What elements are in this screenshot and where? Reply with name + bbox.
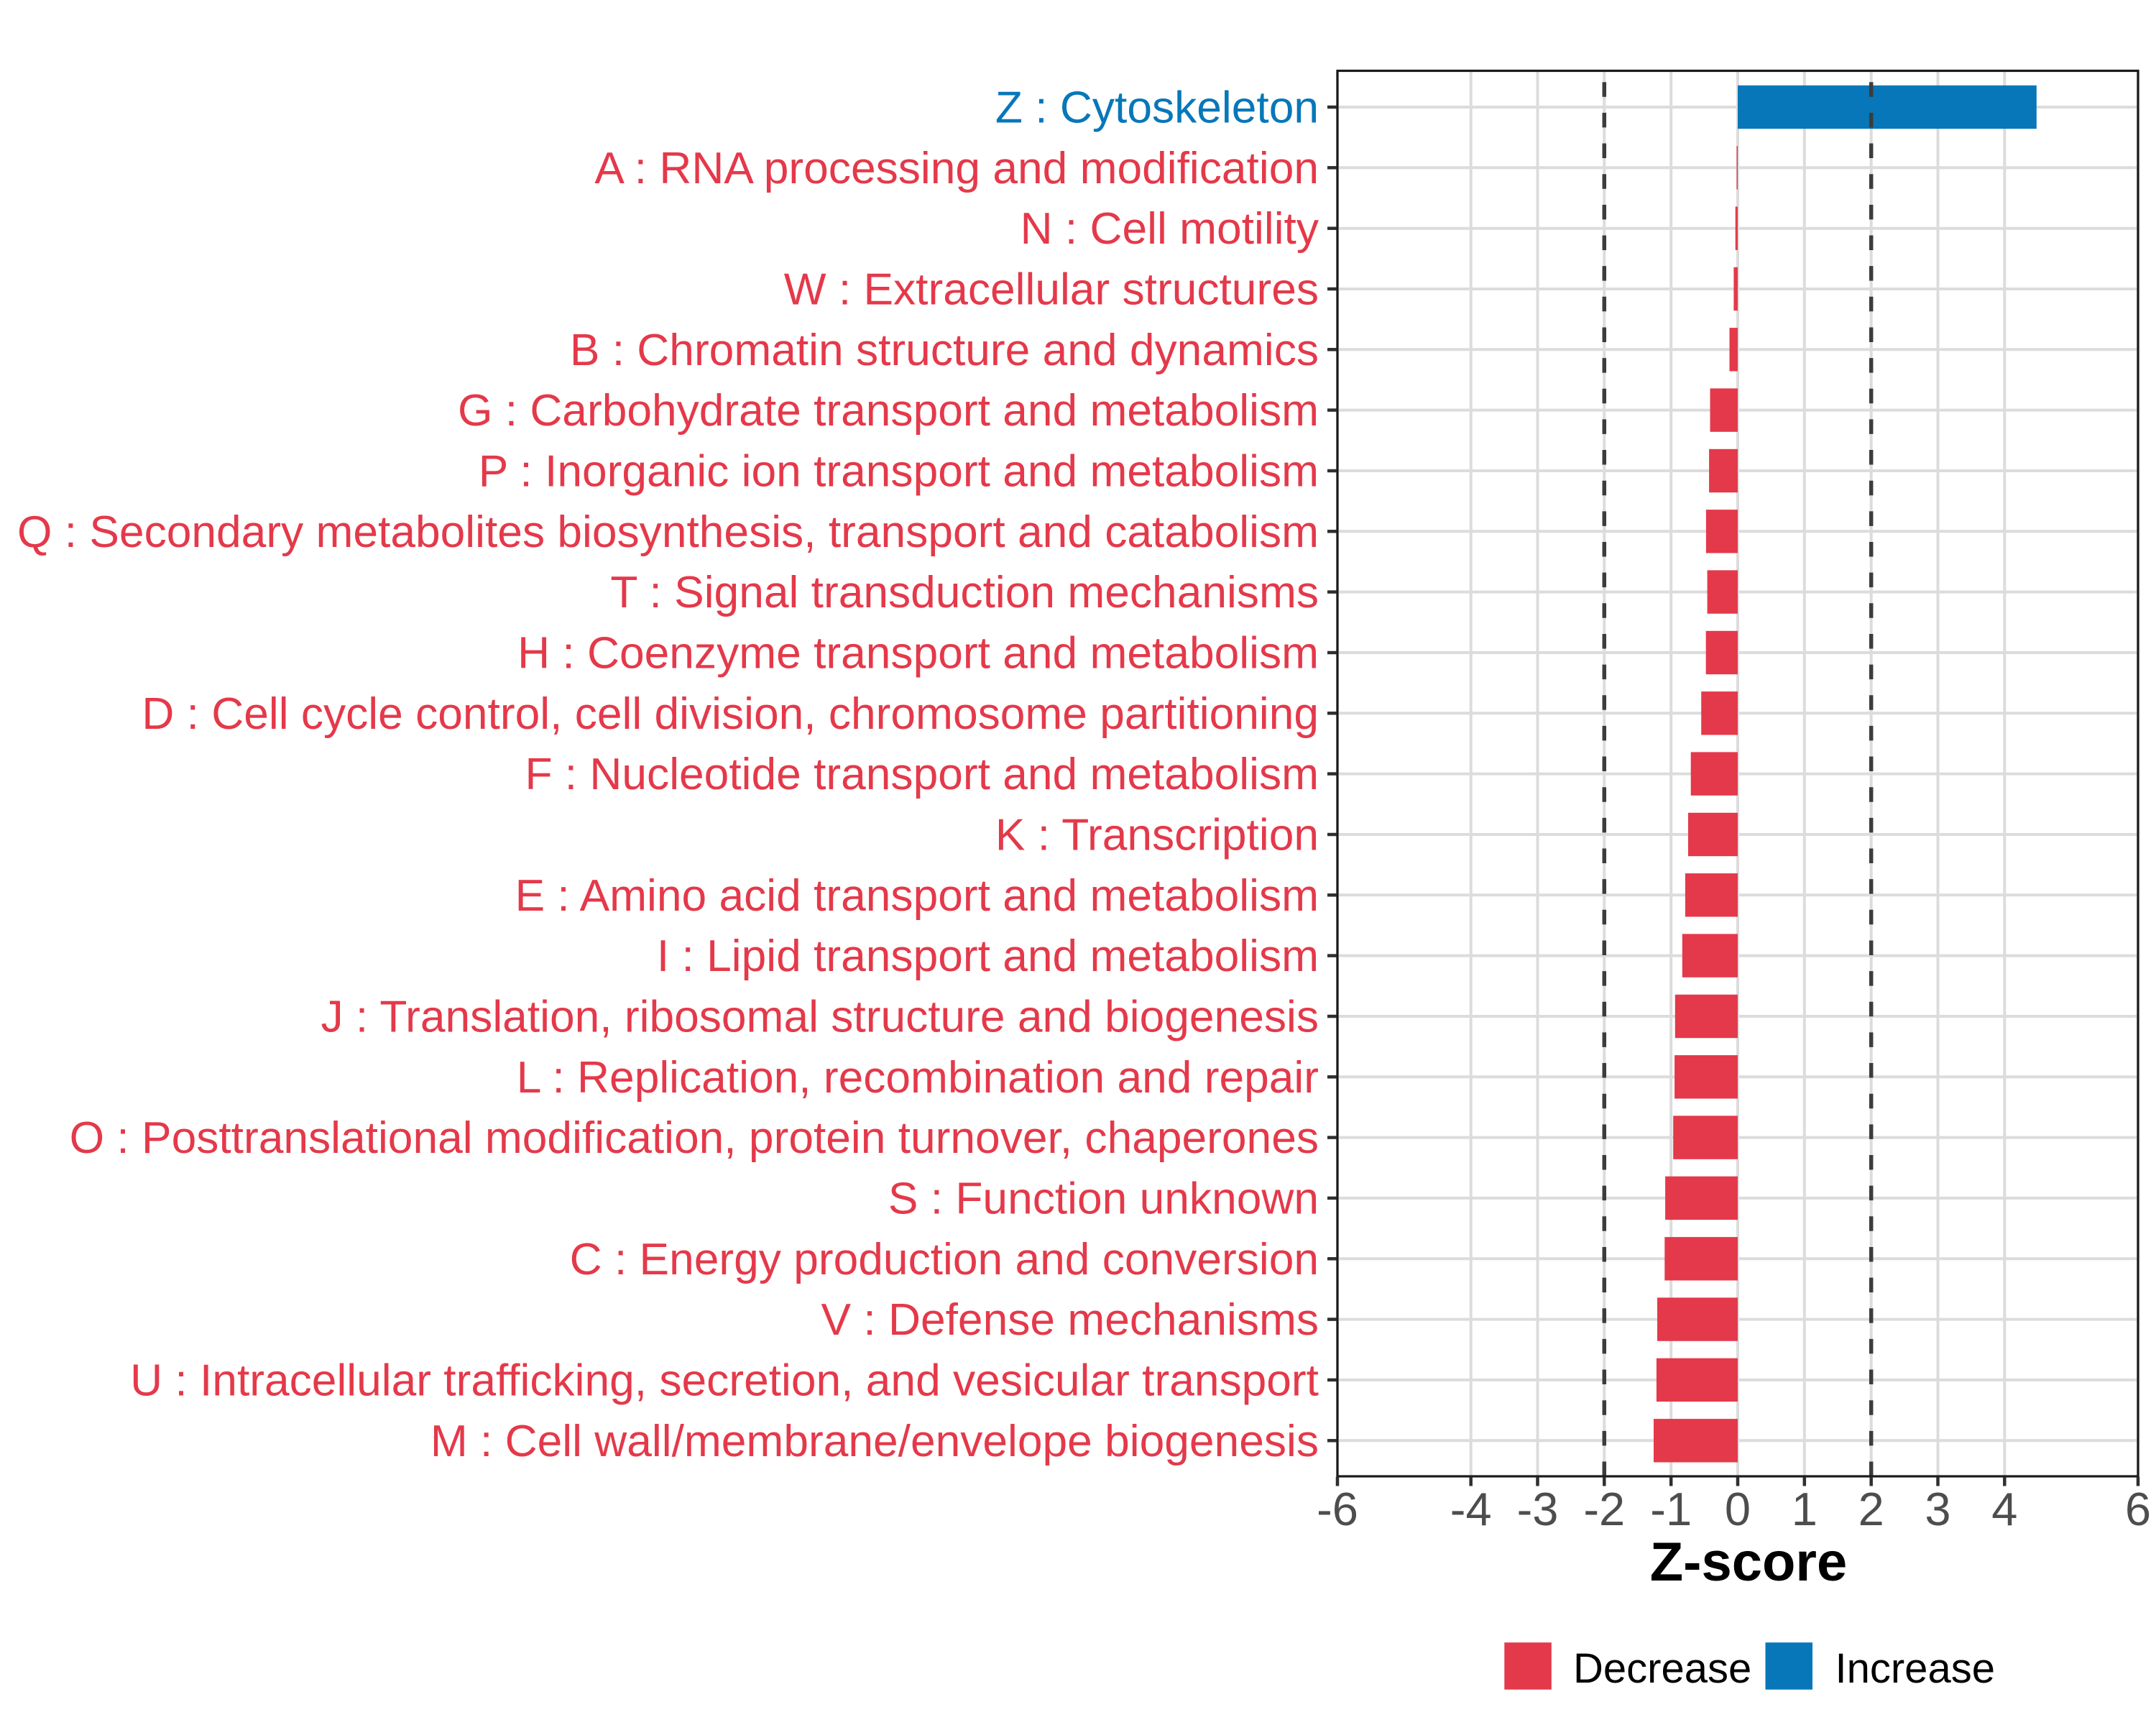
svg-text:P : Inorganic ion transport an: P : Inorganic ion transport and metaboli… xyxy=(479,447,1319,497)
svg-text:M : Cell wall/membrane/envelop: M : Cell wall/membrane/envelope biogenes… xyxy=(430,1417,1319,1466)
svg-text:0: 0 xyxy=(1725,1483,1751,1535)
svg-text:C : Energy production and conv: C : Energy production and conversion xyxy=(570,1235,1319,1284)
svg-text:D : Cell cycle control, cell d: D : Cell cycle control, cell division, c… xyxy=(142,689,1319,739)
svg-text:Increase: Increase xyxy=(1835,1645,1995,1692)
svg-text:Decrease: Decrease xyxy=(1573,1645,1751,1692)
svg-text:W : Extracellular structures: W : Extracellular structures xyxy=(784,265,1319,315)
svg-text:Z-score: Z-score xyxy=(1650,1532,1848,1593)
svg-text:N : Cell motility: N : Cell motility xyxy=(1021,204,1319,254)
svg-text:-3: -3 xyxy=(1517,1483,1559,1535)
svg-text:6: 6 xyxy=(2125,1483,2151,1535)
svg-text:S : Function unknown: S : Function unknown xyxy=(888,1174,1319,1223)
svg-text:-4: -4 xyxy=(1450,1483,1492,1535)
svg-text:B : Chromatin structure and dy: B : Chromatin structure and dynamics xyxy=(570,326,1319,375)
svg-text:O : Posttranslational modifica: O : Posttranslational modification, prot… xyxy=(70,1113,1319,1163)
svg-text:4: 4 xyxy=(1991,1483,2017,1535)
svg-text:I : Lipid transport and metabo: I : Lipid transport and metabolism xyxy=(657,932,1319,981)
svg-text:Z : Cytoskeleton: Z : Cytoskeleton xyxy=(995,83,1319,133)
svg-text:K : Transcription: K : Transcription xyxy=(995,811,1319,860)
svg-text:-2: -2 xyxy=(1583,1483,1625,1535)
svg-text:L : Replication, recombination: L : Replication, recombination and repai… xyxy=(517,1053,1319,1103)
svg-text:1: 1 xyxy=(1792,1483,1818,1535)
svg-text:-6: -6 xyxy=(1317,1483,1358,1535)
svg-text:H : Coenzyme transport and met: H : Coenzyme transport and metabolism xyxy=(517,629,1319,678)
svg-text:J : Translation, ribosomal str: J : Translation, ribosomal structure and… xyxy=(321,993,1319,1042)
svg-text:E : Amino acid transport and m: E : Amino acid transport and metabolism xyxy=(515,871,1319,921)
svg-text:3: 3 xyxy=(1925,1483,1950,1535)
svg-text:G : Carbohydrate transport and: G : Carbohydrate transport and metabolis… xyxy=(458,386,1319,436)
svg-text:T : Signal transduction mechan: T : Signal transduction mechanisms xyxy=(610,568,1319,617)
svg-text:-1: -1 xyxy=(1650,1483,1692,1535)
svg-text:2: 2 xyxy=(1858,1483,1884,1535)
svg-text:V : Defense mechanisms: V : Defense mechanisms xyxy=(821,1295,1319,1345)
svg-text:Q : Secondary metabolites bios: Q : Secondary metabolites biosynthesis, … xyxy=(17,507,1319,557)
svg-text:A : RNA processing and modific: A : RNA processing and modification xyxy=(594,144,1319,193)
svg-text:F : Nucleotide transport and m: F : Nucleotide transport and metabolism xyxy=(525,750,1319,799)
svg-text:U : Intracellular trafficking,: U : Intracellular trafficking, secretion… xyxy=(130,1356,1319,1405)
